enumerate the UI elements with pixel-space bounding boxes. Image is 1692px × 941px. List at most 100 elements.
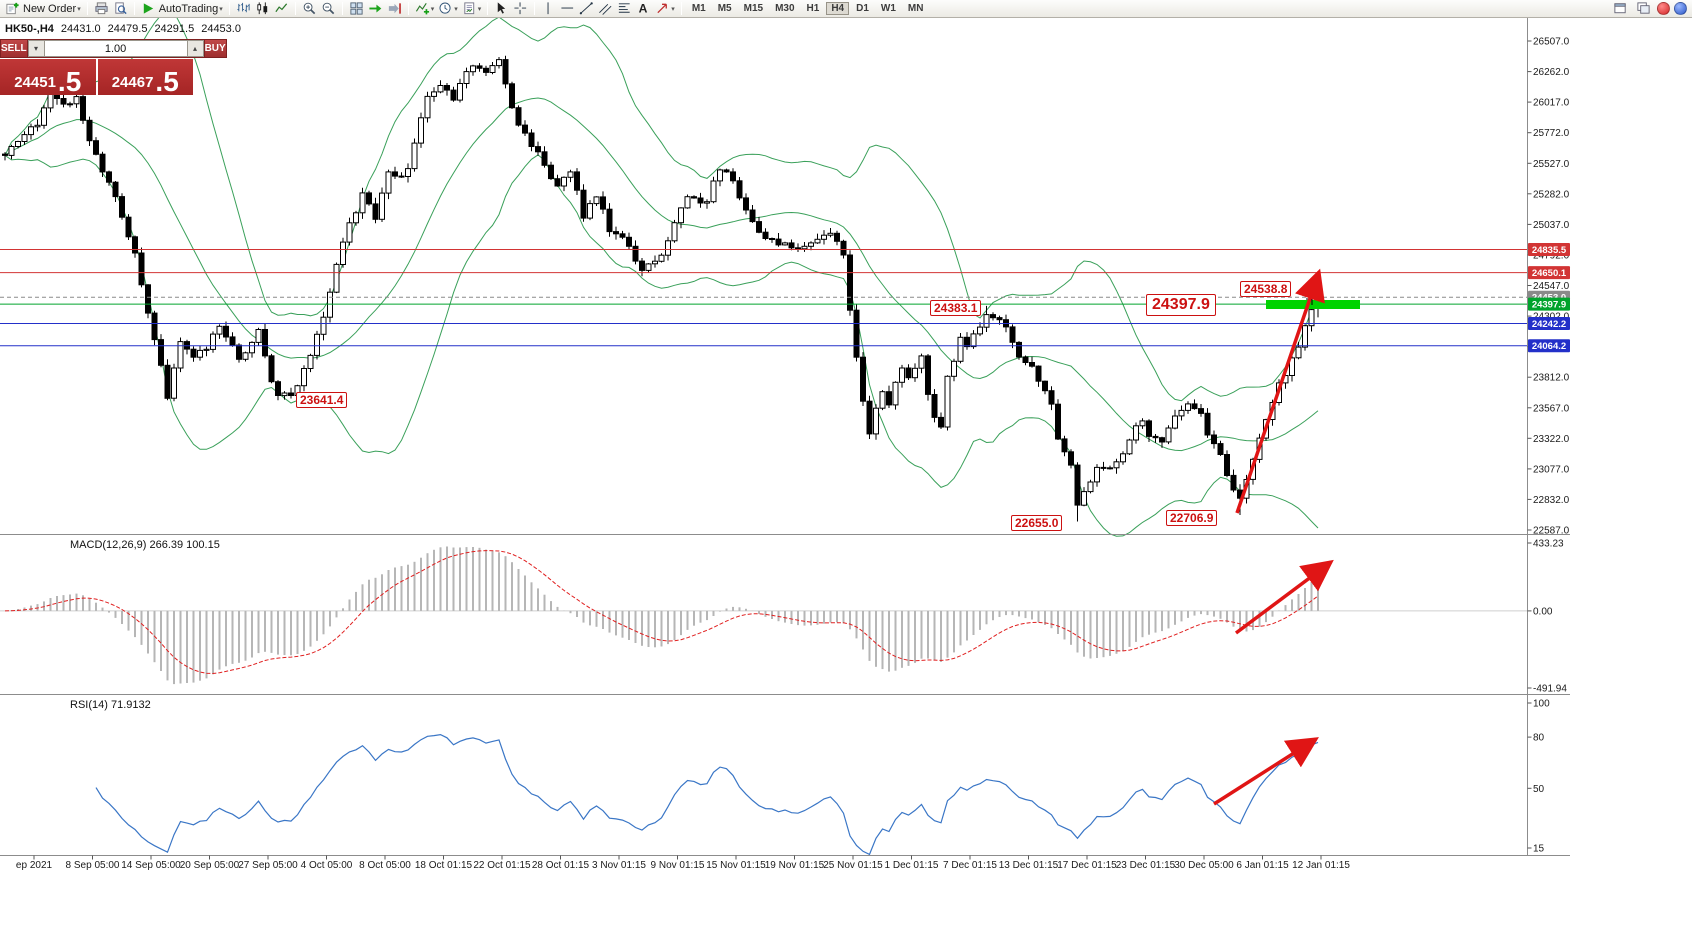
highlight-level-bar[interactable] [1266,300,1360,309]
bar-chart-button[interactable] [234,1,253,17]
candlestick-chart-button[interactable] [253,1,272,17]
cursor-button[interactable] [492,1,511,17]
timeframe-button-m30[interactable]: M30 [775,3,795,14]
svg-text:24835.5: 24835.5 [1532,245,1567,256]
periods-button[interactable]: ▾ [436,1,460,17]
equidistant-channel-button[interactable] [596,1,615,17]
sell-price-display[interactable]: 24451 .5 [0,59,96,96]
fibonacci-button[interactable] [615,1,634,17]
volume-increase-button[interactable]: ▴ [186,40,204,57]
timeframe-button-h1[interactable]: H1 [806,3,820,14]
periods-icon [439,2,451,14]
ohlc-close: 24453.0 [201,23,241,35]
timeframe-button-d1[interactable]: D1 [856,3,869,14]
new-order-button[interactable]: New Order ▾ [3,1,83,17]
svg-text:25 Nov 01:15: 25 Nov 01:15 [823,860,883,871]
price-callout[interactable]: 22655.0 [1011,515,1063,531]
svg-text:433.23: 433.23 [1533,539,1564,550]
new-order-icon [6,2,19,15]
svg-text:4 Oct 05:00: 4 Oct 05:00 [301,860,353,871]
candlesticks [2,55,1321,522]
level-price-labels: 24835.524650.124453.024397.924242.224064… [1528,243,1570,353]
svg-text:22832.0: 22832.0 [1533,495,1570,506]
chart-shift-icon [388,3,401,14]
trendline-button[interactable] [577,1,596,17]
horizontal-line-button[interactable] [558,1,577,17]
timeframe-button-m15[interactable]: M15 [743,3,764,14]
indicators-button[interactable]: ▾ [413,1,437,17]
price-callout[interactable]: 24383.1 [930,300,982,316]
crosshair-icon [514,2,527,15]
svg-text:8 Sep 05:00: 8 Sep 05:00 [66,860,120,871]
svg-text:6 Jan 01:15: 6 Jan 01:15 [1236,860,1289,871]
toolbar-separator [341,2,343,15]
volume-decrease-button[interactable]: ▾ [27,40,45,57]
price-callout[interactable]: 24397.9 [1146,294,1216,316]
timeframe-button-w1[interactable]: W1 [880,3,896,14]
svg-text:50: 50 [1533,784,1545,795]
zoom-in-icon [303,2,316,15]
chart-shift-button[interactable] [385,1,404,17]
toolbar-separator [86,2,88,15]
svg-text:25037.0: 25037.0 [1533,220,1570,231]
line-chart-button[interactable] [272,1,291,17]
templates-button[interactable]: ▾ [460,1,484,17]
toolbar-separator [407,2,409,15]
svg-text:30 Dec 05:00: 30 Dec 05:00 [1174,860,1234,871]
print-preview-button[interactable] [111,1,130,17]
price-callout[interactable]: 23641.4 [296,392,348,408]
timeframe-button-m1[interactable]: M1 [691,3,706,14]
svg-text:28 Oct 01:15: 28 Oct 01:15 [532,860,590,871]
svg-text:7 Dec 01:15: 7 Dec 01:15 [943,860,997,871]
print-button[interactable] [92,1,111,17]
svg-text:15 Nov 01:15: 15 Nov 01:15 [706,860,766,871]
time-axis[interactable]: ep 2021 8 Sep 05:00 14 Sep 05:00 20 Sep 05:… [16,855,1350,872]
bar-chart-icon [237,2,250,13]
vertical-line-button[interactable] [539,1,558,17]
svg-text:19 Nov 01:15: 19 Nov 01:15 [765,860,825,871]
zoom-out-button[interactable] [319,1,338,17]
notification-red-badge[interactable] [1657,2,1670,15]
trend-arrows[interactable] [1213,268,1334,806]
volume-input[interactable] [44,40,187,57]
svg-text:22 Oct 01:15: 22 Oct 01:15 [473,860,531,871]
panel-separators[interactable] [0,18,1570,856]
timeframe-button-m5[interactable]: M5 [717,3,732,14]
sell-price-main: 24451 [14,74,56,91]
macd-signal-line [4,550,1319,675]
crosshair-button[interactable] [511,1,530,17]
buy-price-display[interactable]: 24467 .5 [97,59,193,96]
main-toolbar: New Order ▾ AutoTrading ▾ ▾ [0,0,1692,18]
svg-text:24397.9: 24397.9 [1532,300,1566,311]
vertical-line-icon [547,2,549,15]
toolbar-right-group [1611,1,1689,17]
symbol-title: HK50-,H4 [5,23,54,35]
auto-scroll-button[interactable] [366,1,385,17]
arrows-tool-button[interactable]: ▾ [653,1,677,17]
window-list-button[interactable] [1634,1,1653,17]
svg-text:24064.2: 24064.2 [1532,341,1566,352]
horizontal-line-icon [561,7,574,9]
timeframe-button-mn[interactable]: MN [907,3,924,14]
price-callout[interactable]: 24538.8 [1240,281,1292,297]
svg-text:26507.0: 26507.0 [1533,37,1570,48]
chart-canvas[interactable]: 26507.0 26262.0 26017.0 25772.0 25527.0 25282… [0,18,1692,941]
svg-text:1 Dec 01:15: 1 Dec 01:15 [885,860,939,871]
new-chart-window-button[interactable] [1611,1,1630,17]
rsi-line [95,733,1319,856]
buy-button[interactable]: BUY [203,39,227,58]
timeframe-button-h4[interactable]: H4 [826,2,850,15]
text-tool-button[interactable]: A [634,1,653,17]
tile-windows-button[interactable] [347,1,366,17]
svg-text:12 Jan 01:15: 12 Jan 01:15 [1292,860,1350,871]
ohlc-open: 24431.0 [60,23,101,35]
zoom-in-button[interactable] [300,1,319,17]
notification-blue-badge[interactable] [1674,2,1687,15]
svg-text:24242.2: 24242.2 [1532,319,1566,330]
price-axis[interactable]: 26507.0 26262.0 26017.0 25772.0 25527.0 25282… [1527,37,1570,537]
autotrading-button[interactable]: AutoTrading ▾ [139,1,225,17]
price-callout[interactable]: 22706.9 [1166,510,1218,526]
svg-text:23 Dec 01:15: 23 Dec 01:15 [1116,860,1176,871]
svg-text:80: 80 [1533,733,1545,744]
sell-button[interactable]: SELL [0,39,28,58]
